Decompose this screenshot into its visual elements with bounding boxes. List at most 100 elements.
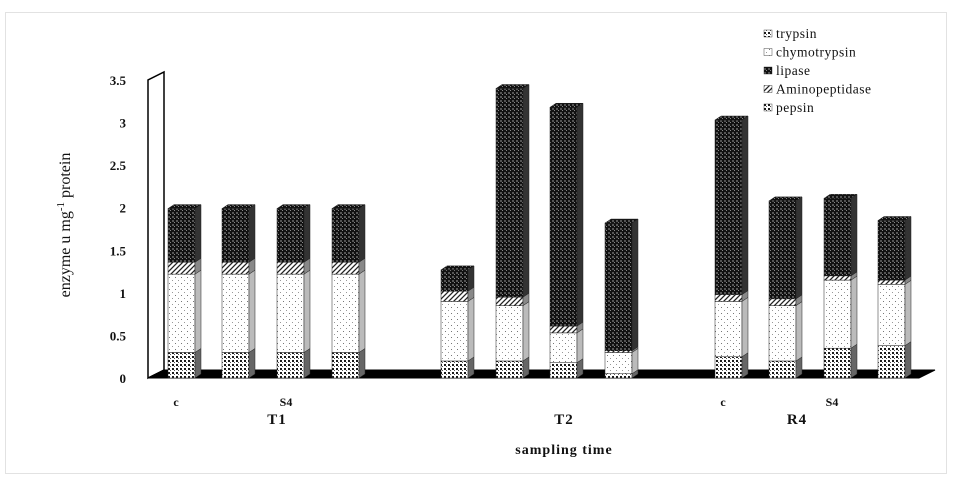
- bar-top: [714, 115, 749, 121]
- group-label: T2: [554, 412, 574, 428]
- legend-item: chymotrypsin: [763, 45, 856, 60]
- bar-top: [331, 204, 366, 209]
- bar-segment-aminopeptidase: [495, 296, 524, 306]
- bar-side-chymotrypsin: [467, 296, 475, 362]
- bar-segment-chymotrypsin: [549, 332, 578, 363]
- legend-swatch: [763, 103, 773, 112]
- bar-segment-chymotrypsin: [167, 273, 196, 353]
- bar-segment-pepsin: [549, 362, 578, 379]
- bar-segment-lipase: [495, 88, 524, 298]
- legend-label: trypsin: [776, 26, 817, 41]
- axis-wall: [147, 70, 165, 380]
- bar-segment-chymotrypsin: [440, 301, 469, 362]
- y-tick-label: 1: [120, 286, 127, 301]
- legend-label: pepsin: [776, 100, 814, 115]
- bar-segment-chymotrypsin: [604, 352, 633, 374]
- legend-item: pepsin: [763, 100, 814, 115]
- bar-top: [604, 218, 639, 224]
- plot-floor: [147, 369, 936, 379]
- bar-stack: [495, 84, 530, 379]
- legend-label: chymotrypsin: [776, 45, 856, 60]
- y-tick-label: 3.5: [110, 73, 127, 88]
- y-tick-label: 0: [120, 371, 127, 386]
- chart-frame: [5, 12, 947, 474]
- y-tick-label: 2: [120, 201, 127, 216]
- legend-swatch: [763, 66, 773, 75]
- legend-item: trypsin: [763, 26, 817, 41]
- legend-label: Aminopeptidase: [776, 82, 871, 97]
- bar-side-pepsin: [248, 347, 256, 379]
- bar-segment-lipase: [440, 269, 469, 292]
- bar-segment-chymotrypsin: [877, 284, 906, 346]
- y-tick-label: 3: [120, 116, 127, 131]
- bar-side-lipase: [795, 196, 803, 300]
- bar-side-lipase: [358, 204, 366, 263]
- group-label: R4: [787, 412, 807, 428]
- bar-side-lipase: [303, 204, 311, 263]
- x-tick-label: S4: [280, 395, 293, 409]
- y-tick-label: 1.5: [110, 243, 127, 258]
- bar-side-chymotrypsin: [850, 275, 858, 349]
- bar-stack: [440, 265, 475, 379]
- bar-segment-lipase: [331, 208, 360, 263]
- bar-segment-aminopeptidase: [331, 261, 360, 275]
- chart-legend: trypsin chymotrypsin lipase Aminopeptidase p…: [763, 26, 871, 115]
- bar-top: [768, 196, 803, 202]
- bar-top: [221, 204, 256, 209]
- bar-side-chymotrypsin: [248, 269, 256, 353]
- bar-stack: [714, 115, 749, 379]
- bar-side-lipase: [904, 216, 912, 281]
- bar-segment-aminopeptidase: [167, 261, 196, 275]
- bar-stack: [823, 193, 858, 379]
- legend-swatch: [763, 48, 773, 56]
- bar-segment-aminopeptidase: [604, 350, 633, 353]
- y-axis-ticks: 0 0.5 1 1.5 2 2.5 3 3.5: [110, 73, 127, 386]
- bar-segment-chymotrypsin: [221, 273, 250, 353]
- bar-stack: [604, 218, 639, 379]
- bar-segment-pepsin: [714, 356, 743, 379]
- bar-segment-aminopeptidase: [714, 294, 743, 302]
- bar-segment-aminopeptidase: [768, 298, 797, 306]
- bar-side-chymotrypsin: [576, 328, 584, 364]
- bar-side-chymotrypsin: [303, 269, 311, 353]
- bar-segment-aminopeptidase: [440, 290, 469, 302]
- bar-top: [823, 194, 858, 199]
- bar-segment-lipase: [276, 208, 305, 263]
- bar-side-chymotrypsin: [522, 301, 530, 362]
- bar-segment-lipase: [823, 198, 852, 277]
- y-tick-label: 0.5: [110, 328, 127, 343]
- bar-segment-chymotrypsin: [276, 273, 305, 353]
- bar-segment-lipase: [604, 222, 633, 352]
- bar-segment-lipase: [549, 106, 578, 327]
- bar-side-chymotrypsin: [795, 301, 803, 362]
- bar-stack: [221, 204, 256, 379]
- bar-top: [440, 265, 475, 271]
- plot-wall: [147, 70, 165, 380]
- bar-segment-lipase: [167, 208, 196, 263]
- bar-stack: [167, 204, 202, 379]
- bar-segment-pepsin: [768, 360, 797, 379]
- bar-side-lipase: [248, 204, 256, 263]
- bar-top: [877, 216, 912, 221]
- x-tick-label: c: [720, 395, 726, 409]
- bar-series: [167, 84, 912, 379]
- x-tick-label: S4: [826, 395, 839, 409]
- bar-top: [549, 102, 584, 108]
- bar-segment-chymotrypsin: [331, 273, 360, 353]
- legend-swatch: [763, 85, 773, 93]
- bar-side-lipase: [522, 84, 530, 298]
- y-tick-label: 2.5: [110, 158, 127, 173]
- bar-side-chymotrypsin: [358, 269, 366, 353]
- bar-segment-chymotrypsin: [495, 305, 524, 362]
- bar-stack: [331, 204, 366, 379]
- bar-segment-pepsin: [495, 360, 524, 379]
- bar-segment-chymotrypsin: [768, 305, 797, 362]
- bar-segment-aminopeptidase: [549, 325, 578, 334]
- bar-segment-lipase: [877, 220, 906, 281]
- category-labels: c S4 T1 T2 c S4 R4: [173, 395, 838, 428]
- bar-segment-chymotrypsin: [714, 301, 743, 357]
- bar-side-pepsin: [741, 352, 749, 379]
- bar-segment-aminopeptidase: [276, 261, 305, 275]
- x-axis-label: sampling time: [515, 443, 612, 458]
- bar-segment-chymotrypsin: [823, 279, 852, 349]
